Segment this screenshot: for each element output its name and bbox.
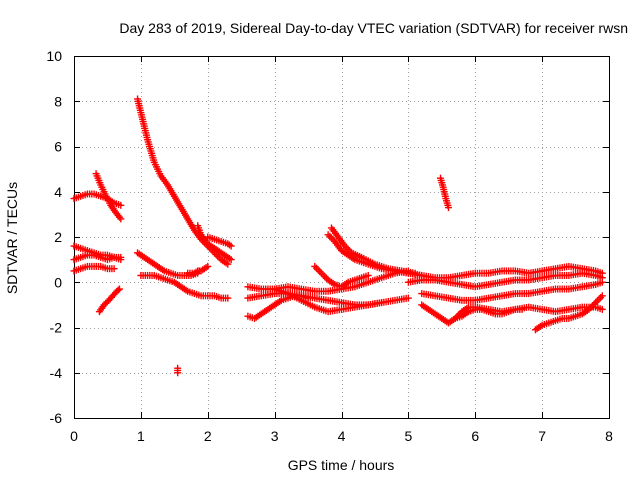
data-point (595, 295, 603, 303)
data-point (224, 260, 232, 268)
data-point (316, 268, 324, 276)
x-tick-label: 1 (137, 428, 145, 444)
x-axis-ticks: 0 1 2 3 4 5 6 7 8 (70, 56, 613, 444)
x-axis-title: GPS time / hours (288, 457, 395, 473)
x-tick-label: 6 (471, 428, 479, 444)
x-tick-label: 4 (338, 428, 346, 444)
data-point (378, 299, 386, 307)
data-point (598, 292, 606, 300)
x-tick-label: 3 (271, 428, 279, 444)
data-point (518, 305, 526, 313)
y-tick-label: 8 (54, 93, 62, 109)
data-point (115, 285, 123, 293)
y-axis-title: SDTVAR / TECUs (4, 182, 20, 294)
y-axis-ticks: -6 -4 -2 0 2 4 6 8 10 (46, 48, 609, 426)
data-point (227, 242, 235, 250)
data-point (597, 294, 605, 302)
x-tick-label: 2 (204, 428, 212, 444)
y-tick-label: -6 (50, 410, 63, 426)
y-tick-label: 4 (54, 184, 62, 200)
data-point (598, 278, 606, 286)
x-tick-label: 8 (605, 428, 613, 444)
data-point (314, 266, 322, 274)
x-tick-label: 5 (404, 428, 412, 444)
chart-title: Day 283 of 2019, Sidereal Day-to-day VTE… (119, 20, 628, 36)
y-tick-label: 0 (54, 274, 62, 290)
y-tick-label: 6 (54, 139, 62, 155)
y-tick-label: -4 (50, 365, 63, 381)
data-point (110, 265, 118, 273)
data-point (117, 215, 125, 223)
data-point (317, 269, 325, 277)
data-point (174, 369, 182, 377)
data-point (445, 204, 452, 212)
data-point (364, 271, 372, 279)
x-tick-label: 7 (538, 428, 546, 444)
data-point (321, 273, 329, 281)
y-tick-label: 2 (54, 229, 62, 245)
data-point (598, 305, 606, 313)
data-point (227, 256, 235, 264)
data-points (70, 95, 606, 377)
y-tick-label: -2 (50, 320, 63, 336)
data-point (117, 256, 125, 264)
data-point (311, 262, 319, 270)
x-tick-label: 0 (70, 428, 78, 444)
data-point (593, 297, 601, 305)
data-point (312, 264, 320, 272)
y-tick-label: 10 (46, 48, 62, 64)
data-point (114, 286, 122, 294)
data-point (224, 294, 232, 302)
data-point (204, 262, 212, 270)
data-point (404, 294, 412, 302)
data-point (117, 201, 125, 209)
data-point (319, 271, 327, 279)
